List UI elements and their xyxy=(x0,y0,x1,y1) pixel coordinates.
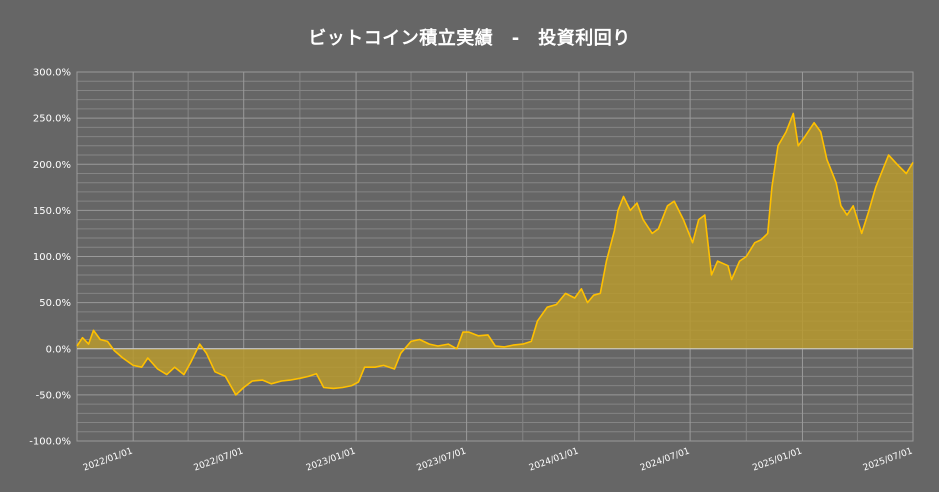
x-tick-label: 2025/07/01 xyxy=(862,446,914,473)
x-tick-label: 2025/01/01 xyxy=(751,446,803,473)
x-tick-label: 2023/07/01 xyxy=(415,446,467,473)
y-tick-label: 0.0% xyxy=(46,344,71,355)
y-axis-ticks: 300.0% 250.0% 200.0% 150.0% 100.0% 50.0% 0.0% -… xyxy=(29,68,71,448)
x-tick-label: 2024/01/01 xyxy=(528,446,580,473)
roi-series-line xyxy=(76,112,914,396)
y-tick-label: 50.0% xyxy=(39,298,71,309)
y-tick-label: -100.0% xyxy=(29,437,71,448)
x-axis-ticks: 2022/01/01 2022/07/01 2023/01/01 2023/07/01… xyxy=(82,446,914,473)
x-tick-label: 2023/01/01 xyxy=(305,446,357,473)
y-tick-label: 150.0% xyxy=(33,206,71,217)
x-tick-label: 2022/07/01 xyxy=(193,446,245,473)
y-tick-label: -50.0% xyxy=(36,390,71,401)
y-tick-label: 300.0% xyxy=(33,68,71,79)
y-tick-label: 100.0% xyxy=(33,252,71,263)
roi-area-fill xyxy=(77,113,913,395)
x-tick-label: 2024/07/01 xyxy=(639,446,691,473)
x-tick-label: 2022/01/01 xyxy=(82,446,134,473)
y-tick-label: 200.0% xyxy=(33,160,71,171)
chart-title: ビットコイン積立実績 - 投資利回り xyxy=(308,28,631,49)
y-tick-label: 250.0% xyxy=(33,114,71,125)
series-group xyxy=(76,112,914,396)
